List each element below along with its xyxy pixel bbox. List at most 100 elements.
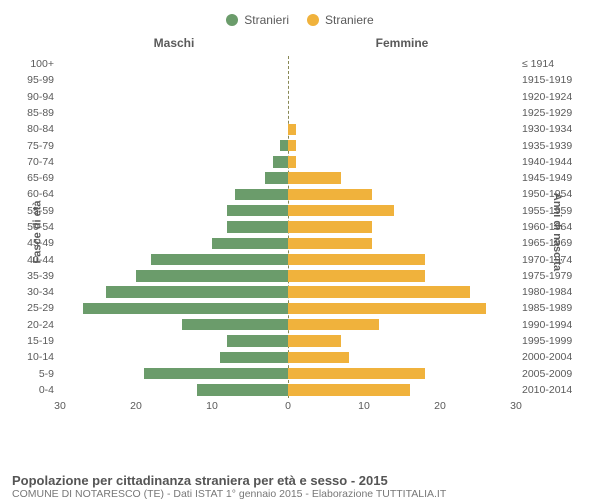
female-bar	[288, 156, 296, 167]
birth-label: ≤ 1914	[518, 56, 590, 72]
birth-label: 1990-1994	[518, 317, 590, 333]
birth-label: 1955-1959	[518, 203, 590, 219]
birth-label: 1965-1969	[518, 235, 590, 251]
x-tick: 10	[358, 400, 370, 412]
age-label: 65-69	[10, 170, 58, 186]
female-bar	[288, 384, 410, 395]
female-bar	[288, 238, 372, 249]
birth-label: 1975-1979	[518, 268, 590, 284]
bar-row	[60, 382, 516, 398]
age-label: 85-89	[10, 105, 58, 121]
x-tick: 0	[285, 400, 291, 412]
age-label: 40-44	[10, 251, 58, 267]
age-label: 70-74	[10, 154, 58, 170]
male-bar	[227, 221, 288, 232]
x-tick: 20	[434, 400, 446, 412]
female-bar	[288, 286, 470, 297]
male-bar	[227, 335, 288, 346]
female-bar	[288, 172, 341, 183]
female-column-title: Femmine	[288, 36, 516, 50]
bar-row	[60, 203, 516, 219]
legend-item-female: Straniere	[307, 13, 374, 27]
birth-label: 1950-1954	[518, 186, 590, 202]
female-bar	[288, 221, 372, 232]
birth-label: 1995-1999	[518, 333, 590, 349]
male-bar	[265, 172, 288, 183]
birth-label: 1970-1974	[518, 251, 590, 267]
birth-label: 1960-1964	[518, 219, 590, 235]
bar-row	[60, 56, 516, 72]
birth-label: 2000-2004	[518, 349, 590, 365]
bar-row	[60, 284, 516, 300]
birth-label: 1930-1934	[518, 121, 590, 137]
age-label: 30-34	[10, 284, 58, 300]
chart-title: Popolazione per cittadinanza straniera p…	[12, 473, 588, 488]
female-bar	[288, 140, 296, 151]
legend-item-male: Stranieri	[226, 13, 289, 27]
chart-subtitle: COMUNE DI NOTARESCO (TE) - Dati ISTAT 1°…	[12, 488, 588, 500]
bar-row	[60, 268, 516, 284]
bar-row	[60, 251, 516, 267]
bar-row	[60, 170, 516, 186]
bar-row	[60, 365, 516, 381]
x-tick: 20	[130, 400, 142, 412]
bar-row	[60, 235, 516, 251]
plot-area	[60, 56, 516, 398]
male-bar	[144, 368, 288, 379]
male-column-title: Maschi	[60, 36, 288, 50]
age-label: 25-29	[10, 300, 58, 316]
male-bar	[151, 254, 288, 265]
legend-label-male: Stranieri	[244, 13, 289, 27]
age-label: 50-54	[10, 219, 58, 235]
legend: Stranieri Straniere	[0, 0, 600, 32]
bar-row	[60, 154, 516, 170]
age-label: 15-19	[10, 333, 58, 349]
birth-label: 1925-1929	[518, 105, 590, 121]
y-axis-left: 100+95-9990-9485-8980-8475-7970-7465-696…	[10, 56, 58, 398]
swatch-female	[307, 14, 319, 26]
birth-label: 1945-1949	[518, 170, 590, 186]
female-bar	[288, 254, 425, 265]
column-titles: Maschi Femmine	[10, 36, 590, 50]
female-bar	[288, 189, 372, 200]
birth-label: 1920-1924	[518, 89, 590, 105]
bar-row	[60, 186, 516, 202]
birth-label: 1940-1944	[518, 154, 590, 170]
age-label: 0-4	[10, 382, 58, 398]
pyramid-chart: Fasce di età Anni di nascita Maschi Femm…	[10, 32, 590, 432]
birth-label: 2005-2009	[518, 365, 590, 381]
bar-row	[60, 300, 516, 316]
bar-row	[60, 121, 516, 137]
female-bar	[288, 270, 425, 281]
bar-row	[60, 333, 516, 349]
bar-row	[60, 105, 516, 121]
age-label: 45-49	[10, 235, 58, 251]
bar-row	[60, 317, 516, 333]
age-label: 10-14	[10, 349, 58, 365]
x-axis: 3020100102030	[60, 400, 516, 418]
male-bar	[106, 286, 288, 297]
bar-row	[60, 89, 516, 105]
birth-label: 1935-1939	[518, 137, 590, 153]
female-bar	[288, 335, 341, 346]
birth-label: 2010-2014	[518, 382, 590, 398]
male-bar	[212, 238, 288, 249]
age-label: 35-39	[10, 268, 58, 284]
x-tick: 30	[54, 400, 66, 412]
age-label: 55-59	[10, 203, 58, 219]
x-tick: 10	[206, 400, 218, 412]
age-label: 60-64	[10, 186, 58, 202]
male-bar	[227, 205, 288, 216]
male-bar	[83, 303, 288, 314]
birth-label: 1985-1989	[518, 300, 590, 316]
legend-label-female: Straniere	[325, 13, 374, 27]
male-bar	[197, 384, 288, 395]
x-tick: 30	[510, 400, 522, 412]
male-bar	[220, 352, 288, 363]
y-axis-right: ≤ 19141915-19191920-19241925-19291930-19…	[518, 56, 590, 398]
birth-label: 1980-1984	[518, 284, 590, 300]
bar-row	[60, 219, 516, 235]
male-bar	[182, 319, 288, 330]
bar-row	[60, 349, 516, 365]
male-bar	[136, 270, 288, 281]
